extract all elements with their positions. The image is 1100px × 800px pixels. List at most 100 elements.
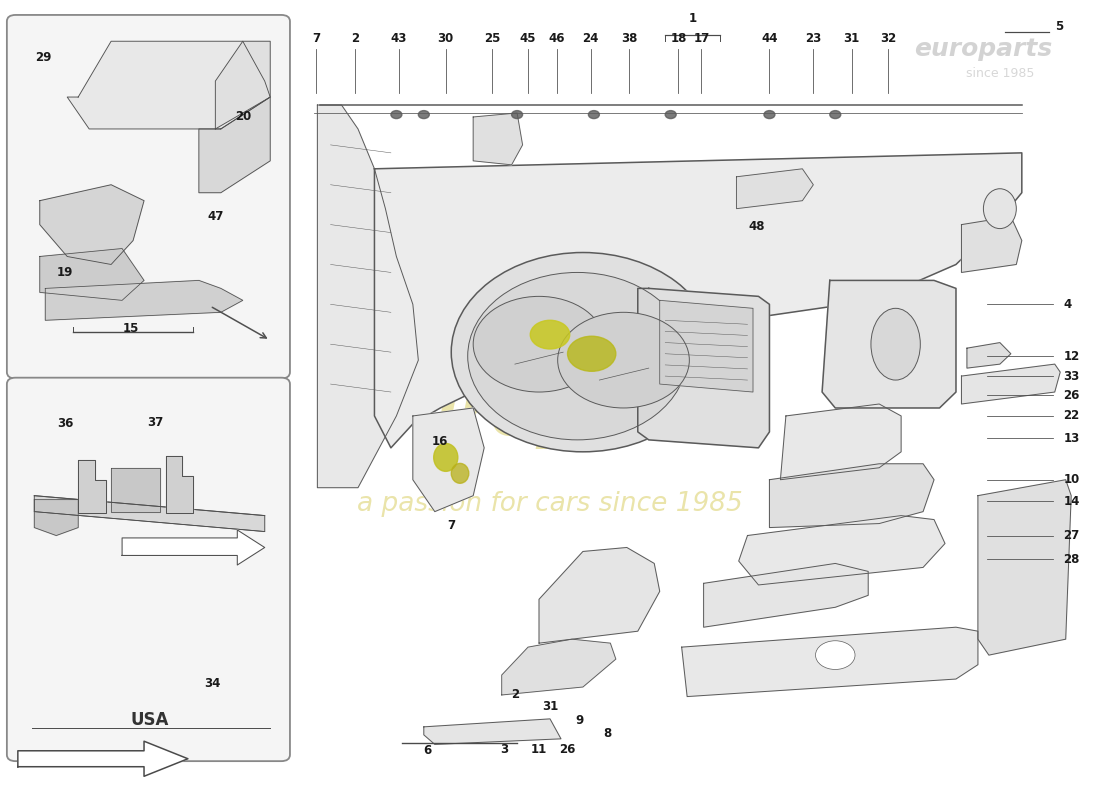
Polygon shape [18, 742, 188, 776]
Text: 4: 4 [1064, 298, 1071, 311]
Circle shape [390, 110, 402, 118]
Text: 25: 25 [484, 32, 500, 46]
Text: europarts: europarts [914, 38, 1053, 62]
Text: 7: 7 [312, 32, 320, 46]
Text: 27: 27 [1064, 529, 1080, 542]
Polygon shape [961, 217, 1022, 273]
Text: 46: 46 [548, 32, 564, 46]
Text: 2: 2 [351, 32, 359, 46]
Text: 20: 20 [234, 110, 251, 123]
Text: 13: 13 [1064, 432, 1080, 445]
Text: 32: 32 [880, 32, 896, 46]
Text: 45: 45 [520, 32, 537, 46]
Polygon shape [978, 480, 1071, 655]
Text: 19: 19 [57, 266, 74, 279]
Polygon shape [122, 530, 265, 565]
Text: 29: 29 [35, 50, 52, 64]
Circle shape [815, 641, 855, 670]
Polygon shape [822, 281, 956, 408]
Text: 7: 7 [448, 519, 455, 533]
Polygon shape [539, 547, 660, 643]
Polygon shape [166, 456, 194, 514]
Text: 38: 38 [620, 32, 637, 46]
Circle shape [568, 336, 616, 371]
Polygon shape [967, 342, 1011, 368]
Text: 28: 28 [1064, 553, 1080, 566]
Text: 37: 37 [147, 416, 163, 429]
Text: 43: 43 [390, 32, 407, 46]
Circle shape [558, 312, 690, 408]
Polygon shape [40, 249, 144, 300]
Text: 15: 15 [123, 322, 139, 334]
Polygon shape [45, 281, 243, 320]
Text: 9: 9 [575, 714, 584, 727]
Text: 8: 8 [603, 726, 612, 740]
Ellipse shape [468, 273, 688, 440]
Text: 22: 22 [1064, 410, 1080, 422]
Text: USA: USA [130, 711, 168, 730]
Polygon shape [769, 464, 934, 527]
Text: 10: 10 [1064, 474, 1080, 486]
Text: 14: 14 [1064, 494, 1080, 508]
Polygon shape [638, 288, 769, 448]
Text: 26: 26 [560, 742, 575, 756]
Circle shape [512, 110, 522, 118]
Circle shape [530, 320, 570, 349]
Ellipse shape [451, 463, 469, 483]
Text: europarts: europarts [366, 383, 734, 449]
Text: 11: 11 [531, 742, 547, 756]
Polygon shape [67, 42, 271, 129]
Text: 30: 30 [438, 32, 454, 46]
Polygon shape [199, 97, 271, 193]
Circle shape [829, 110, 840, 118]
Text: 2: 2 [510, 689, 519, 702]
Circle shape [418, 110, 429, 118]
Text: 18: 18 [670, 32, 686, 46]
Text: 12: 12 [1064, 350, 1080, 362]
Text: 33: 33 [1064, 370, 1080, 382]
Polygon shape [660, 300, 754, 392]
Polygon shape [216, 42, 271, 129]
Text: since 1985: since 1985 [966, 66, 1034, 80]
Text: 5: 5 [1055, 21, 1063, 34]
Circle shape [764, 110, 774, 118]
Ellipse shape [871, 308, 921, 380]
Text: 34: 34 [204, 677, 220, 690]
FancyBboxPatch shape [7, 15, 290, 378]
Text: 48: 48 [748, 220, 764, 233]
Polygon shape [739, 515, 945, 585]
Text: 47: 47 [207, 210, 223, 223]
Ellipse shape [433, 443, 458, 471]
Polygon shape [473, 113, 522, 165]
Polygon shape [412, 408, 484, 512]
Text: 36: 36 [57, 418, 74, 430]
Circle shape [588, 110, 600, 118]
Text: 3: 3 [499, 742, 508, 756]
Polygon shape [34, 496, 265, 531]
Text: 1: 1 [689, 12, 696, 26]
Circle shape [666, 110, 676, 118]
Polygon shape [780, 404, 901, 480]
Polygon shape [704, 563, 868, 627]
Ellipse shape [451, 253, 715, 452]
Text: 17: 17 [693, 32, 710, 46]
Text: 31: 31 [844, 32, 860, 46]
Text: a passion for cars since 1985: a passion for cars since 1985 [358, 490, 742, 517]
Polygon shape [40, 185, 144, 265]
Polygon shape [961, 364, 1060, 404]
Text: 6: 6 [424, 744, 431, 758]
Text: 16: 16 [432, 435, 449, 448]
FancyBboxPatch shape [7, 378, 290, 761]
Polygon shape [682, 627, 978, 697]
Polygon shape [318, 105, 418, 488]
Polygon shape [111, 468, 161, 512]
Polygon shape [78, 460, 106, 514]
Text: 23: 23 [805, 32, 822, 46]
Polygon shape [502, 639, 616, 695]
Text: 44: 44 [761, 32, 778, 46]
Text: 31: 31 [542, 701, 558, 714]
Ellipse shape [983, 189, 1016, 229]
Text: 26: 26 [1064, 389, 1080, 402]
Polygon shape [374, 153, 1022, 448]
Circle shape [473, 296, 605, 392]
